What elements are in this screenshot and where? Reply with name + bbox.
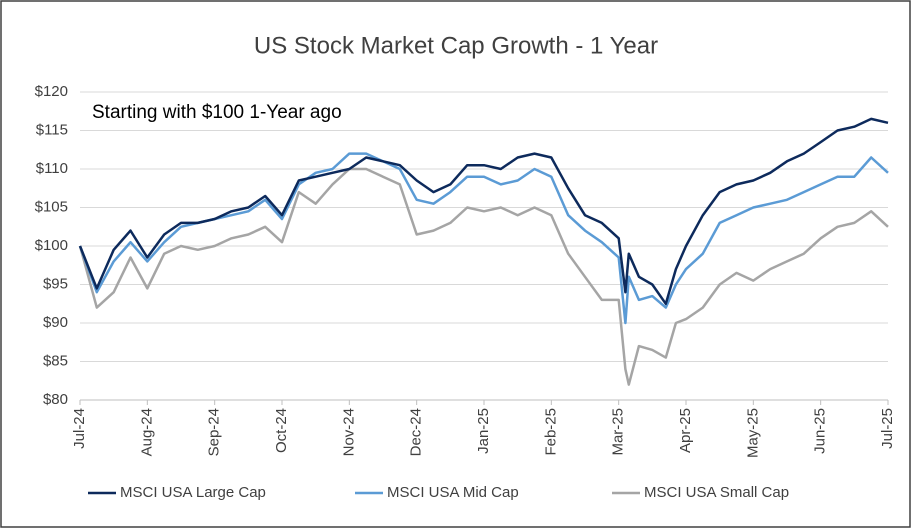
y-tick-label: $90 [43,314,68,331]
x-tick-label: Dec-24 [408,408,425,456]
x-tick-label: Jun-25 [812,408,829,454]
x-tick-label: Apr-25 [677,408,694,453]
legend-label: MSCI USA Mid Cap [387,484,519,501]
series-line [78,167,889,386]
series-line [78,152,889,325]
x-tick-label: Sep-24 [206,408,223,456]
x-tick-label: Nov-24 [340,408,357,456]
x-tick-label: Oct-24 [273,408,290,453]
x-tick-label: Jan-25 [475,408,492,454]
x-tick-label: Mar-25 [610,408,627,456]
x-tick-label: Feb-25 [542,408,559,456]
y-tick-label: $100 [35,237,68,254]
annotation: Starting with $100 1-Year ago [92,102,342,123]
x-tick-label: Jul-24 [71,408,88,449]
y-tick-label: $115 [36,121,68,138]
chart-title: US Stock Market Cap Growth - 1 Year [254,32,658,59]
x-tick-label: Aug-24 [138,408,155,456]
y-tick-label: $95 [43,275,68,292]
y-tick-label: $120 [35,83,68,100]
y-tick-label: $110 [36,160,68,177]
series-line [78,117,889,306]
y-tick-label: $85 [43,352,68,369]
y-tick-label: $80 [43,391,68,408]
legend-label: MSCI USA Small Cap [644,484,789,501]
x-tick-label: Jul-25 [879,408,896,449]
legend-label: MSCI USA Large Cap [120,484,266,501]
y-tick-label: $105 [35,198,68,215]
x-tick-label: May-25 [744,408,761,458]
